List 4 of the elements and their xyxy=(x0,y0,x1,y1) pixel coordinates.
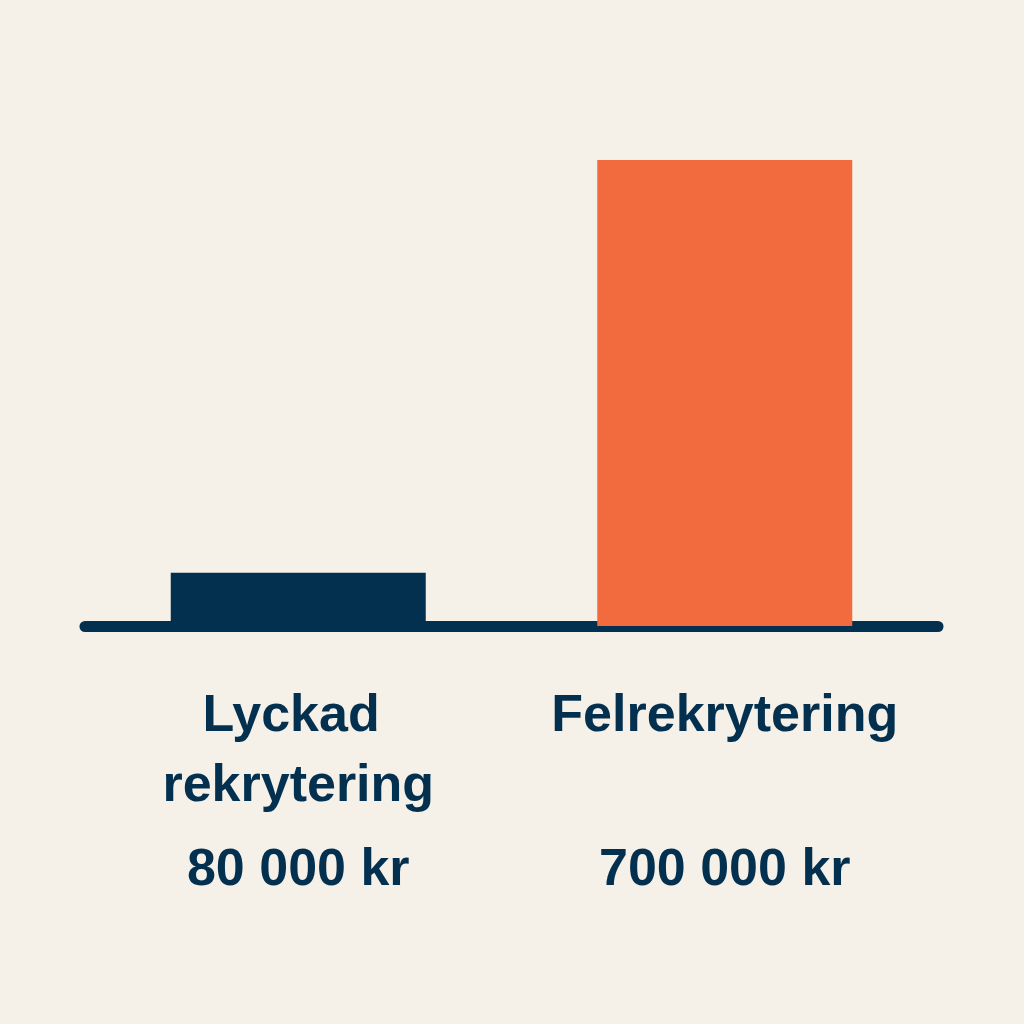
x-tick-label: Felrekrytering xyxy=(551,684,899,742)
data-label: 700 000 kr xyxy=(598,838,851,896)
data-label: 80 000 kr xyxy=(186,838,410,896)
x-tick-label: Lyckad rekrytering xyxy=(162,684,435,812)
